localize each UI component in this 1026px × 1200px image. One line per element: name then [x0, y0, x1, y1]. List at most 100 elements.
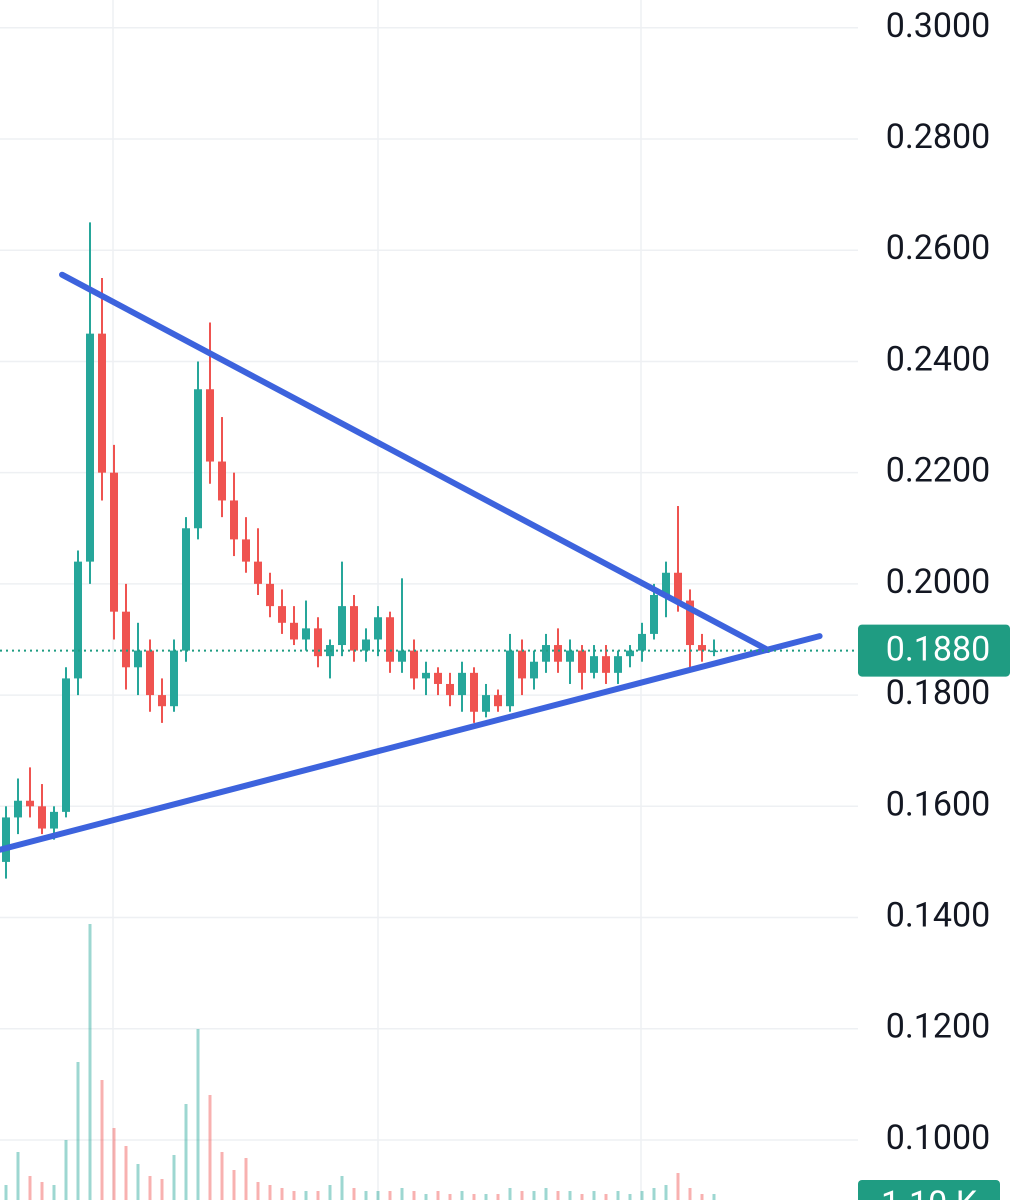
candle-body	[122, 611, 130, 668]
trendline	[0, 633, 823, 853]
candle-body	[578, 650, 586, 673]
volume-bar	[196, 1029, 200, 1200]
volume-bar	[556, 1191, 560, 1200]
candle-body	[218, 461, 226, 501]
volume-bar	[232, 1170, 236, 1200]
candle-body	[26, 800, 34, 807]
volume-bar	[328, 1185, 332, 1200]
last-price-label: 0.1880	[886, 630, 991, 670]
candle-body	[518, 650, 526, 679]
volume-bar	[652, 1188, 656, 1200]
candle-body	[446, 683, 454, 696]
volume-bar	[424, 1194, 428, 1200]
candle-body	[614, 656, 622, 673]
volume-bar	[100, 1080, 104, 1200]
candle-body	[542, 645, 550, 662]
volume-bar	[112, 1128, 116, 1200]
candle-body	[410, 650, 418, 679]
volume-bar	[568, 1191, 572, 1200]
candle-body	[158, 695, 166, 707]
candle-body	[266, 583, 274, 607]
candle-body	[302, 628, 310, 640]
y-tick-label: 0.3000	[886, 6, 991, 46]
volume-bar	[352, 1188, 356, 1200]
candle-body	[98, 333, 106, 473]
volume-bar	[664, 1185, 668, 1200]
candle-body	[38, 806, 46, 829]
vertical-grid	[112, 0, 642, 1200]
candle-body	[194, 389, 202, 529]
volume-bar	[388, 1191, 392, 1200]
volume-bar	[52, 1185, 56, 1200]
y-tick-label: 0.2600	[886, 228, 991, 268]
candle-body	[566, 650, 574, 662]
volume-bar	[40, 1182, 44, 1200]
volume-bar	[88, 924, 92, 1200]
volume-bar	[460, 1191, 464, 1200]
volume-bar	[256, 1182, 260, 1200]
volume-bar	[280, 1188, 284, 1200]
candle-body	[170, 650, 178, 707]
candle-body	[74, 561, 82, 679]
volume-bar	[436, 1191, 440, 1200]
candle-body	[458, 672, 466, 696]
volume-bar	[628, 1194, 632, 1200]
candle-body	[110, 472, 118, 612]
candle-body	[314, 628, 322, 657]
volume-bar	[532, 1191, 536, 1200]
y-tick-label: 0.1600	[886, 784, 991, 824]
volume-bar	[520, 1191, 524, 1200]
volume-bar	[412, 1191, 416, 1200]
candle-body	[506, 650, 514, 707]
volume-bar	[76, 1062, 80, 1200]
candle-body	[50, 811, 58, 829]
candle-body	[530, 661, 538, 679]
candle-body	[350, 606, 358, 651]
volume-bar	[676, 1173, 680, 1200]
candle-body	[338, 606, 346, 646]
volume-bar	[16, 1152, 20, 1200]
candle-body	[182, 528, 190, 651]
volume-bar	[124, 1146, 128, 1200]
volume-bar	[700, 1194, 704, 1200]
y-tick-label: 0.1400	[886, 896, 991, 936]
volume-bar	[616, 1191, 620, 1200]
candle-body	[650, 594, 658, 634]
volume-bar	[448, 1194, 452, 1200]
candle-body	[470, 672, 478, 712]
candle-body	[638, 633, 646, 651]
candle-body	[278, 606, 286, 623]
y-tick-label: 0.1000	[886, 1118, 991, 1158]
candle-body	[290, 622, 298, 640]
volume-bar	[316, 1191, 320, 1200]
y-tick-label: 0.2200	[886, 451, 991, 491]
volume-bar	[148, 1176, 152, 1200]
candle-body	[494, 695, 502, 707]
last-price-tag	[858, 624, 1010, 677]
volume-bar	[136, 1164, 140, 1200]
candle-body	[686, 600, 694, 646]
candle-body	[662, 572, 670, 595]
candle-body	[62, 678, 70, 812]
volume-bar	[244, 1158, 248, 1200]
candle-body	[554, 645, 562, 662]
y-tick-label: 0.2400	[886, 339, 991, 379]
candle-body	[14, 800, 22, 818]
candle-body	[422, 672, 430, 679]
volume-bar	[292, 1191, 296, 1200]
candle-body	[146, 650, 154, 696]
candle-body	[362, 639, 370, 651]
volume-bar	[544, 1188, 548, 1200]
volume-bar	[712, 1194, 716, 1200]
volume-tag-label: 1.10 K	[881, 1184, 978, 1200]
candle-body	[482, 695, 490, 712]
y-tick-label: 0.1800	[886, 673, 991, 713]
trendline	[59, 271, 771, 654]
candle-body	[2, 817, 10, 862]
candle-body	[590, 656, 598, 673]
y-tick-label: 0.2800	[886, 117, 991, 157]
y-tick-label: 0.1200	[886, 1007, 991, 1047]
volume-bar	[688, 1188, 692, 1200]
candle-body	[626, 650, 634, 657]
